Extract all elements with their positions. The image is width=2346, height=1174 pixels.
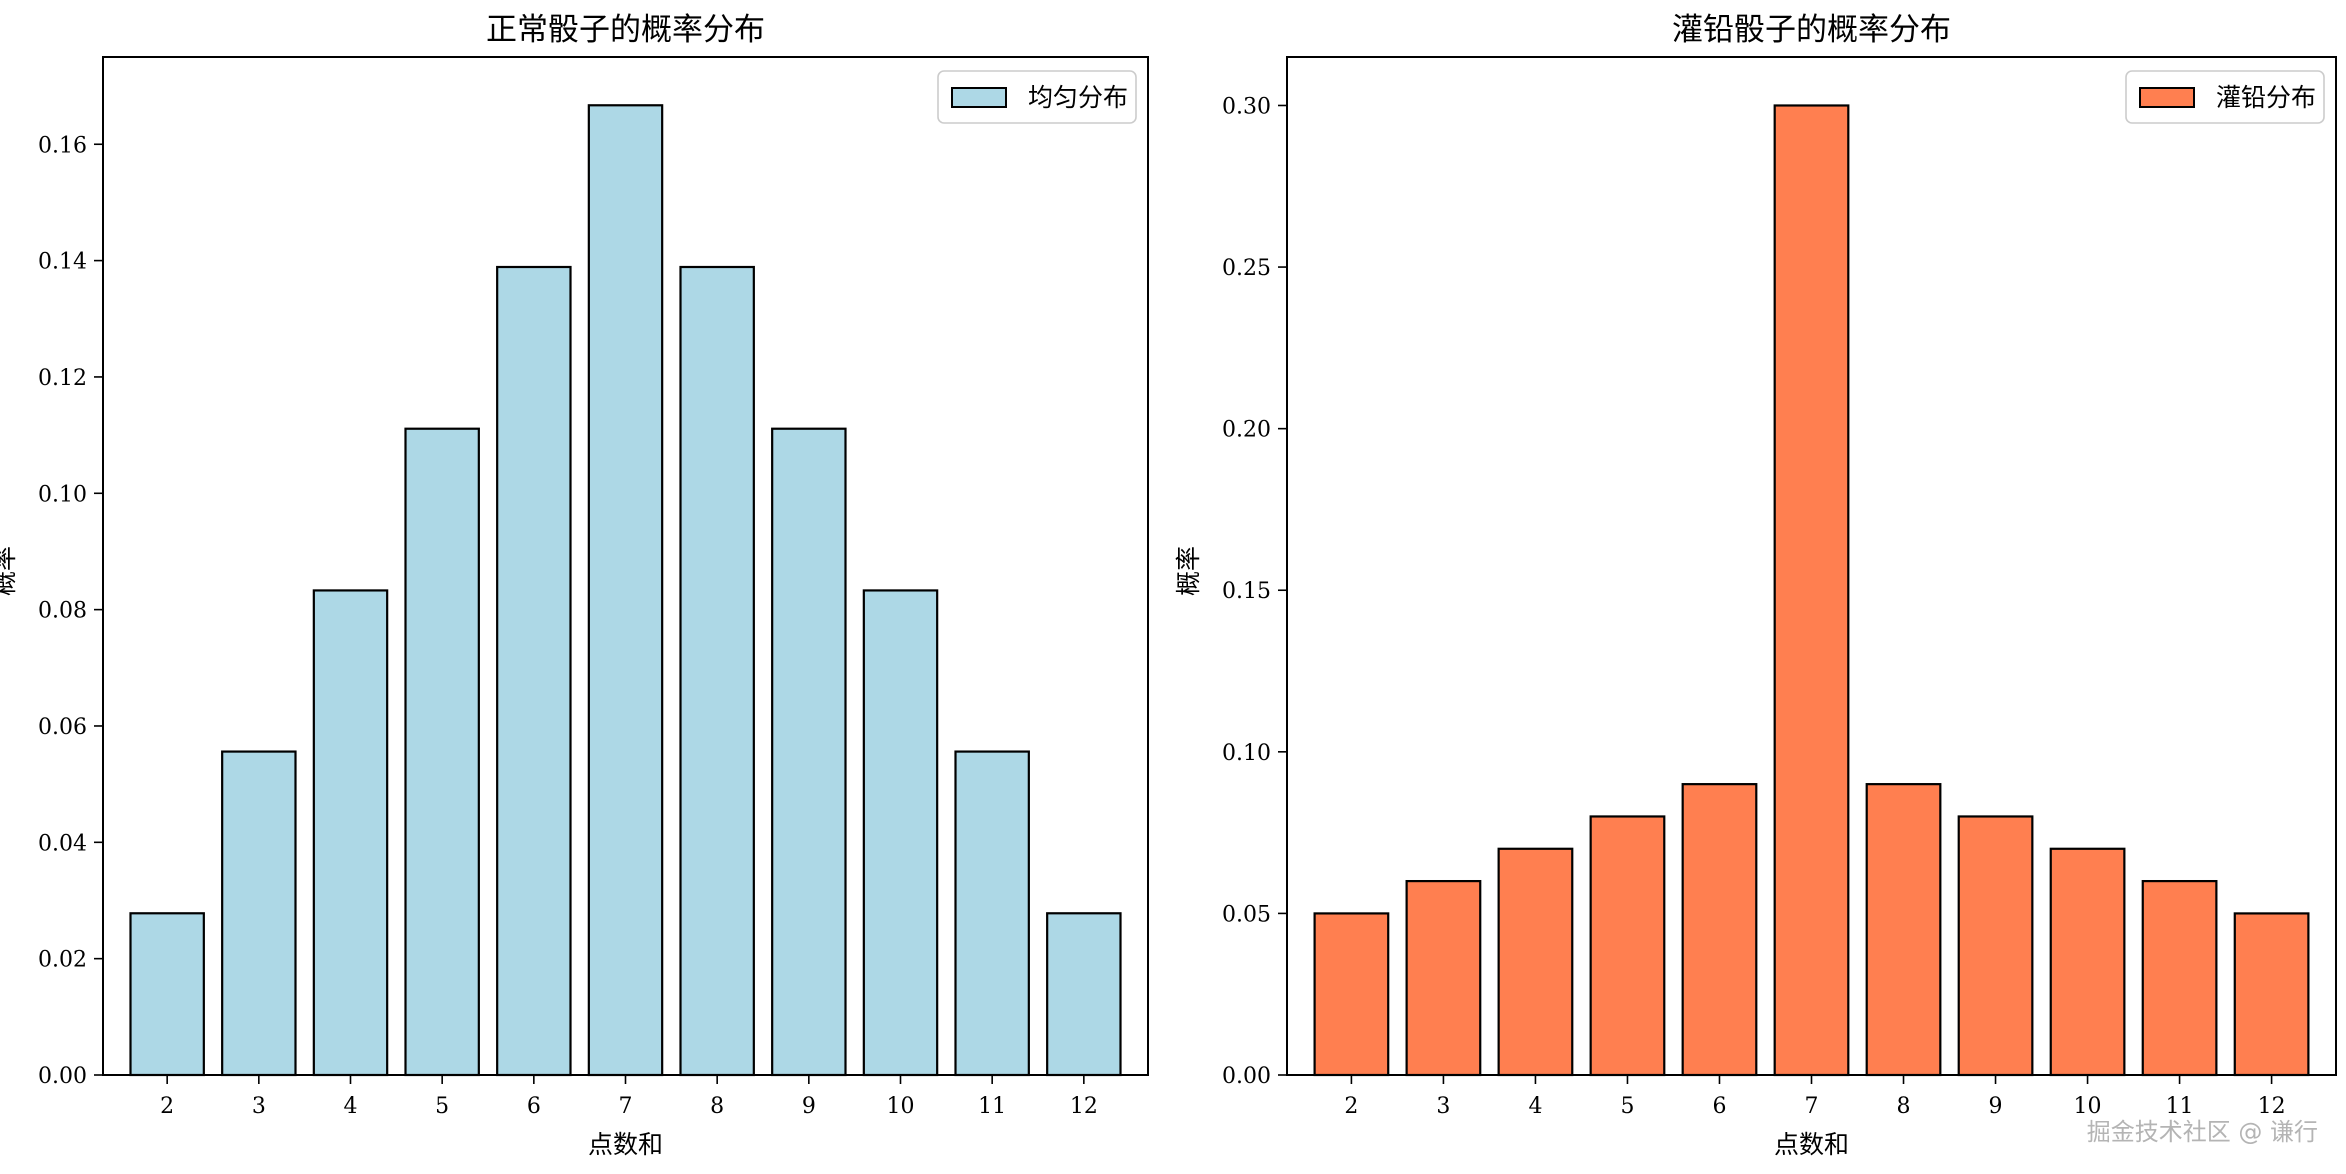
bar-7 xyxy=(1773,104,1850,1077)
y-tick-label: 0.20 xyxy=(1222,418,1271,443)
x-tick-label: 8 xyxy=(1897,1094,1911,1119)
watermark: 掘金技术社区 @ 谦行 xyxy=(2087,1118,2318,1146)
bar-12 xyxy=(2233,912,2310,1077)
y-axis-label: 概率 xyxy=(0,546,19,596)
chart-title: 正常骰子的概率分布 xyxy=(486,12,765,48)
y-tick-label: 0.12 xyxy=(38,366,87,391)
x-tick-label: 11 xyxy=(2166,1094,2194,1119)
bar-9 xyxy=(1957,815,2034,1077)
bar-7 xyxy=(587,104,664,1077)
bar-5 xyxy=(1589,815,1666,1077)
y-tick-label: 0.06 xyxy=(38,715,87,740)
y-tick-label: 0.15 xyxy=(1222,579,1271,604)
bar-8 xyxy=(679,265,755,1077)
bar-8 xyxy=(1865,783,1942,1077)
legend-swatch xyxy=(951,87,1007,108)
x-tick-label: 9 xyxy=(802,1094,816,1119)
y-tick-label: 0.00 xyxy=(38,1064,87,1089)
legend: 均匀分布 xyxy=(937,70,1137,124)
y-tick-label: 0.10 xyxy=(38,482,87,507)
y-tick-label: 0.16 xyxy=(38,133,87,158)
legend: 灌铅分布 xyxy=(2125,70,2325,124)
x-tick-label: 5 xyxy=(1620,1094,1634,1119)
bar-2 xyxy=(129,912,205,1077)
x-tick-label: 7 xyxy=(619,1094,633,1119)
x-tick-label: 10 xyxy=(2074,1094,2102,1119)
x-tick-label: 5 xyxy=(435,1094,449,1119)
y-tick-label: 0.10 xyxy=(1222,741,1271,766)
x-axis-label: 点数和 xyxy=(588,1130,663,1159)
bar-3 xyxy=(221,750,297,1077)
x-tick-label: 3 xyxy=(1436,1094,1450,1119)
bar-11 xyxy=(2141,879,2218,1077)
chart-title: 灌铅骰子的概率分布 xyxy=(1672,12,1951,48)
legend-frame xyxy=(2125,70,2325,124)
bar-12 xyxy=(1046,912,1122,1077)
x-tick-label: 12 xyxy=(2258,1094,2286,1119)
x-tick-label: 11 xyxy=(978,1094,1006,1119)
bar-6 xyxy=(496,265,572,1077)
y-tick-label: 0.30 xyxy=(1222,94,1271,119)
y-tick-label: 0.02 xyxy=(38,948,87,973)
y-axis-label: 概率 xyxy=(1174,546,1203,596)
bar-9 xyxy=(771,427,847,1077)
x-tick-label: 6 xyxy=(527,1094,541,1119)
y-tick-label: 0.00 xyxy=(1222,1064,1271,1089)
y-tick-label: 0.14 xyxy=(38,250,87,275)
bar-2 xyxy=(1313,912,1390,1077)
legend-label: 均匀分布 xyxy=(1028,83,1128,112)
bar-5 xyxy=(404,427,480,1077)
bar-11 xyxy=(954,750,1030,1077)
x-tick-label: 4 xyxy=(1528,1094,1542,1119)
bar-6 xyxy=(1681,783,1758,1077)
chart-2: 2 3 4 5 6 7 8 9 10 11 12 0.00 0.05 0.10 0.15 0.20 0.25 0.… xyxy=(1174,12,2337,1159)
y-tick-label: 0.05 xyxy=(1222,902,1271,927)
y-tick-label: 0.08 xyxy=(38,599,87,624)
x-tick-label: 3 xyxy=(252,1094,266,1119)
y-tick-label: 0.04 xyxy=(38,831,87,856)
bar-3 xyxy=(1405,879,1482,1077)
x-tick-label: 6 xyxy=(1712,1094,1726,1119)
legend-label: 灌铅分布 xyxy=(2216,83,2316,112)
chart-1: 2 3 4 5 6 7 8 9 10 11 12 0.00 0.02 0.04 0.06 0.08 0.10 0.… xyxy=(0,12,1149,1159)
x-tick-label: 10 xyxy=(887,1094,915,1119)
x-tick-label: 8 xyxy=(710,1094,724,1119)
x-tick-label: 4 xyxy=(344,1094,358,1119)
bar-4 xyxy=(1497,847,1574,1077)
x-tick-label: 12 xyxy=(1070,1094,1098,1119)
x-axis-label: 点数和 xyxy=(1774,1130,1849,1159)
legend-frame xyxy=(937,70,1137,124)
x-tick-label: 2 xyxy=(1344,1094,1358,1119)
x-tick-label: 2 xyxy=(160,1094,174,1119)
x-tick-label: 9 xyxy=(1989,1094,2003,1119)
bar-10 xyxy=(2049,847,2126,1077)
y-tick-label: 0.25 xyxy=(1222,256,1271,281)
legend-swatch xyxy=(2139,87,2195,108)
bar-4 xyxy=(312,589,389,1077)
x-tick-label: 7 xyxy=(1805,1094,1819,1119)
bar-10 xyxy=(862,589,939,1077)
